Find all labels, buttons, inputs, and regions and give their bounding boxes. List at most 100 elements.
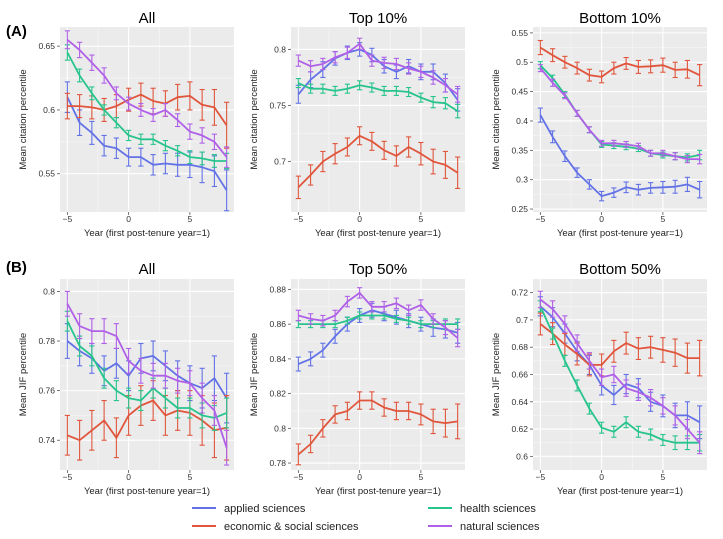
- error-bar: [586, 126, 592, 134]
- error-bar: [550, 48, 556, 63]
- error-bar: [442, 150, 448, 179]
- ticks: −5 0 5 0.55 0.6 0.65: [38, 41, 192, 224]
- error-bar: [623, 331, 629, 355]
- series-natural-sciences: [64, 290, 230, 466]
- x-axis-label: Year (first post-tenure year=1): [557, 228, 683, 239]
- y-tick-label: 0.8: [274, 423, 286, 433]
- plot-area: [60, 27, 234, 212]
- error-bar: [101, 318, 107, 345]
- error-bar: [113, 117, 119, 129]
- legend: applied sciences economic & social scien…: [192, 503, 540, 533]
- error-bar: [393, 145, 399, 167]
- legend-label-health-sciences: health sciences: [460, 503, 536, 515]
- error-bar: [369, 301, 375, 313]
- error-bar: [64, 414, 70, 456]
- error-bar: [455, 85, 461, 103]
- series-health-sciences: [64, 310, 230, 431]
- error-bar: [430, 95, 436, 109]
- error-bar: [537, 290, 543, 309]
- error-bar: [611, 365, 617, 384]
- y-tick-label: 0.4: [516, 116, 528, 126]
- error-bar: [64, 290, 70, 317]
- series-line-natural-sciences: [66, 303, 228, 448]
- error-bar: [393, 85, 399, 96]
- error-bar: [199, 151, 205, 166]
- y-tick-label: 0.78: [269, 458, 286, 468]
- y-tick-label: 0.88: [269, 284, 286, 294]
- x-tick-label: 5: [419, 472, 424, 482]
- error-bar: [430, 313, 436, 325]
- error-bar: [357, 391, 363, 410]
- error-bar: [406, 316, 412, 325]
- error-bar: [150, 362, 156, 389]
- error-bar: [162, 140, 168, 152]
- error-bar: [455, 403, 461, 440]
- error-bar: [344, 83, 350, 94]
- error-bar: [599, 190, 605, 202]
- error-bar: [648, 388, 654, 407]
- error-bar: [187, 370, 193, 397]
- error-bar: [635, 383, 641, 401]
- error-bar: [574, 379, 580, 392]
- error-bar: [162, 103, 168, 117]
- series-line-natural-sciences: [298, 42, 459, 96]
- error-bar: [320, 419, 326, 438]
- error-bar: [77, 419, 83, 461]
- x-axis-label: Year (first post-tenure year=1): [315, 228, 441, 239]
- chart-panel-6: −5 0 5 0.6 0.62 0.64 0.66 0.68 0.7 0.72 Bottom 50%…: [491, 261, 707, 497]
- error-bar: [113, 417, 119, 459]
- error-bar: [89, 86, 95, 101]
- x-tick-label: 0: [126, 214, 131, 224]
- error-bar: [611, 61, 617, 75]
- error-bar: [77, 313, 83, 340]
- series-health-sciences: [295, 78, 461, 119]
- error-bar: [393, 314, 399, 323]
- error-bar: [211, 133, 217, 151]
- error-bar: [224, 397, 230, 429]
- series-line-health-sciences: [539, 305, 700, 444]
- x-tick-label: −5: [294, 214, 304, 224]
- error-bar: [101, 399, 107, 441]
- error-bar: [537, 107, 543, 123]
- error-bar: [187, 81, 193, 111]
- y-tick-label: 0.7: [516, 315, 528, 325]
- error-bar: [550, 78, 556, 87]
- series-natural-sciences: [537, 64, 703, 165]
- x-tick-label: −5: [536, 472, 546, 482]
- error-bar: [101, 367, 107, 389]
- error-bar: [672, 405, 678, 426]
- error-bar: [199, 88, 205, 121]
- error-bar: [537, 39, 543, 56]
- y-tick-label: 0.78: [38, 336, 55, 346]
- error-bar: [89, 318, 95, 345]
- ticks: −5 0 5 0.74 0.76 0.78 0.8: [38, 286, 192, 482]
- error-bar: [574, 334, 580, 352]
- y-axis-label: Mean citation percentile: [249, 69, 260, 169]
- series-line-applied-sciences: [298, 309, 458, 365]
- error-bar: [455, 103, 461, 119]
- series-natural-sciences: [295, 37, 461, 103]
- minor-grid: [291, 279, 465, 470]
- error-bar: [684, 59, 690, 79]
- error-bar: [537, 312, 543, 336]
- error-bar: [623, 56, 629, 70]
- legend-label-economic-social-sciences: economic & social sciences: [224, 521, 359, 533]
- x-axis-label: Year (first post-tenure year=1): [84, 486, 210, 497]
- series-economic-social-sciences: [537, 39, 703, 87]
- x-axis-label: Year (first post-tenure year=1): [315, 486, 441, 497]
- x-tick-label: 5: [661, 472, 666, 482]
- error-bar: [562, 55, 568, 69]
- error-bar: [635, 183, 641, 196]
- x-tick-label: −5: [294, 472, 304, 482]
- series-line-economic-social-sciences: [67, 93, 228, 126]
- series-line-economic-social-sciences: [539, 46, 700, 78]
- error-bar: [660, 433, 666, 446]
- x-tick-label: −5: [536, 214, 546, 224]
- error-bar: [211, 88, 217, 126]
- error-bar: [175, 367, 181, 394]
- error-bar: [586, 179, 592, 190]
- error-bar: [332, 309, 338, 322]
- error-bar: [113, 137, 119, 159]
- error-bar: [126, 96, 132, 111]
- legend-item-natural-sciences: natural sciences: [428, 521, 540, 533]
